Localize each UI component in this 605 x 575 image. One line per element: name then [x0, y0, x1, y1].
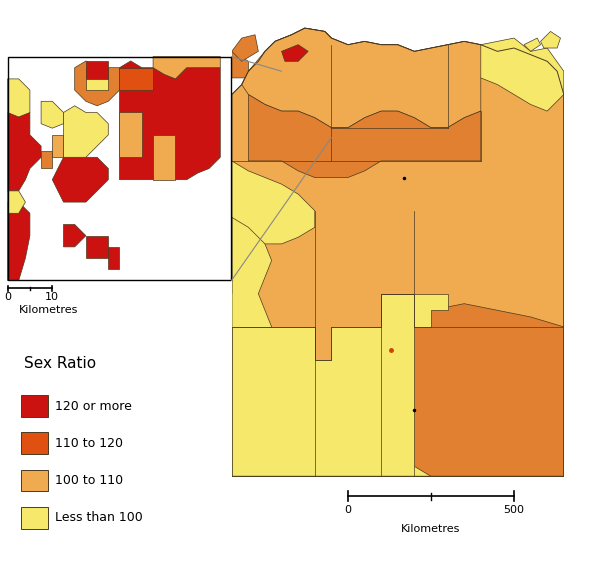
- Polygon shape: [7, 106, 41, 191]
- FancyBboxPatch shape: [21, 470, 48, 492]
- Polygon shape: [64, 224, 86, 247]
- Text: 10: 10: [45, 292, 59, 302]
- Polygon shape: [86, 68, 108, 90]
- Polygon shape: [64, 106, 108, 158]
- Polygon shape: [153, 56, 220, 79]
- Polygon shape: [232, 51, 249, 78]
- Polygon shape: [232, 294, 414, 476]
- Polygon shape: [52, 146, 108, 202]
- Polygon shape: [332, 443, 431, 476]
- Polygon shape: [86, 236, 108, 258]
- Polygon shape: [464, 38, 564, 111]
- Polygon shape: [332, 304, 564, 476]
- Polygon shape: [232, 161, 315, 294]
- Text: 110 to 120: 110 to 120: [55, 437, 123, 450]
- Text: Kilometres: Kilometres: [19, 305, 78, 315]
- Polygon shape: [7, 202, 30, 281]
- Text: Less than 100: Less than 100: [55, 511, 143, 524]
- FancyBboxPatch shape: [21, 395, 48, 417]
- Bar: [7, 56, 232, 281]
- Polygon shape: [153, 135, 175, 179]
- Polygon shape: [249, 94, 481, 178]
- Polygon shape: [86, 61, 108, 79]
- Polygon shape: [41, 151, 52, 168]
- Polygon shape: [7, 79, 30, 117]
- Text: Sex Ratio: Sex Ratio: [24, 356, 96, 371]
- Polygon shape: [232, 28, 564, 476]
- Polygon shape: [41, 101, 64, 128]
- Polygon shape: [120, 61, 220, 179]
- Polygon shape: [74, 61, 120, 106]
- Polygon shape: [108, 247, 120, 269]
- Polygon shape: [524, 38, 540, 51]
- Text: Kilometres: Kilometres: [401, 524, 460, 535]
- Polygon shape: [242, 28, 338, 94]
- FancyBboxPatch shape: [21, 507, 48, 528]
- Polygon shape: [120, 68, 153, 90]
- Polygon shape: [265, 51, 315, 94]
- Polygon shape: [242, 28, 481, 128]
- Text: 0: 0: [344, 504, 352, 515]
- Polygon shape: [281, 45, 308, 62]
- Text: 500: 500: [503, 504, 525, 515]
- Polygon shape: [7, 56, 232, 281]
- Polygon shape: [414, 294, 448, 327]
- Polygon shape: [120, 113, 142, 158]
- Polygon shape: [52, 135, 64, 158]
- FancyBboxPatch shape: [21, 432, 48, 454]
- Text: 0: 0: [4, 292, 11, 302]
- Polygon shape: [232, 210, 332, 476]
- Polygon shape: [7, 191, 25, 213]
- Text: 120 or more: 120 or more: [55, 400, 132, 413]
- Polygon shape: [232, 34, 258, 62]
- Text: 100 to 110: 100 to 110: [55, 474, 123, 487]
- Polygon shape: [540, 32, 560, 48]
